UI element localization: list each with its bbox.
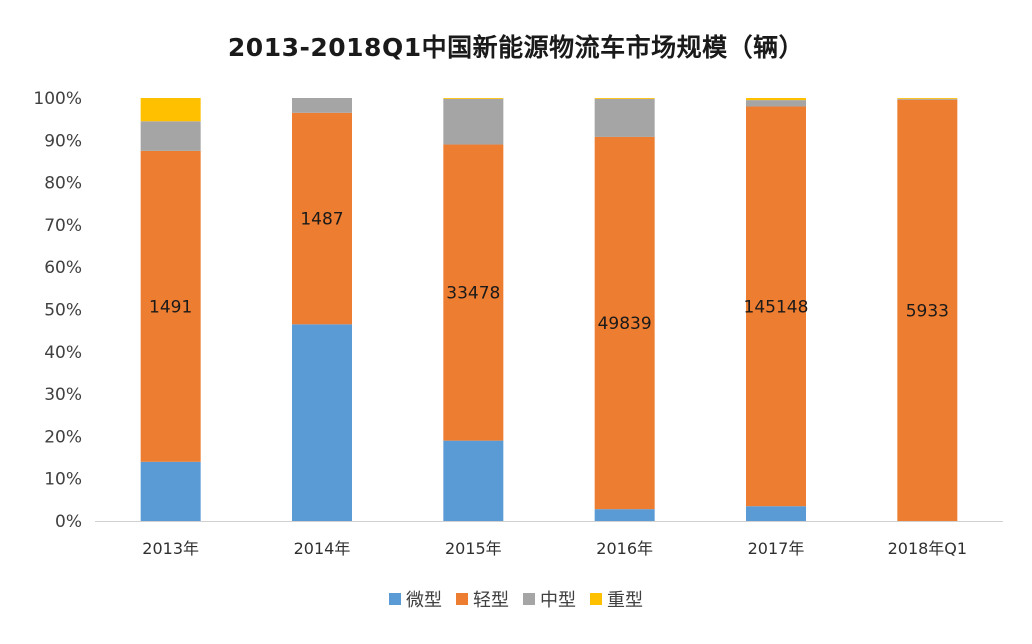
bar-segment-微型 xyxy=(746,506,806,521)
legend-label: 中型 xyxy=(540,590,576,611)
x-tick-label: 2016年 xyxy=(596,539,653,558)
bar-segment-轻型 xyxy=(443,144,504,441)
bar-segment-轻型 xyxy=(746,106,806,507)
y-tick-label: 40% xyxy=(44,343,82,363)
bar-segment-重型 xyxy=(140,98,201,122)
bar-segment-重型 xyxy=(897,98,958,99)
data-label: 1487 xyxy=(300,210,343,230)
data-label: 5933 xyxy=(906,301,949,321)
legend-label: 轻型 xyxy=(473,590,509,611)
y-tick-label: 80% xyxy=(44,174,82,194)
y-tick-label: 70% xyxy=(44,216,82,236)
bar-segment-中型 xyxy=(443,98,504,145)
y-tick-label: 20% xyxy=(44,427,82,447)
y-tick-label: 100% xyxy=(33,89,82,109)
legend-swatch xyxy=(456,593,468,605)
bar-segment-中型 xyxy=(140,121,201,151)
data-label: 33478 xyxy=(446,284,500,304)
legend-label: 重型 xyxy=(607,590,643,611)
legend-item: 重型 xyxy=(590,586,643,612)
legend-swatch xyxy=(590,593,602,605)
bar-segment-微型 xyxy=(443,440,504,521)
data-label: 1491 xyxy=(149,297,192,317)
bar-segment-中型 xyxy=(594,98,655,137)
x-tick-label: 2015年 xyxy=(445,539,502,558)
legend-swatch xyxy=(523,593,535,605)
bar-segment-轻型 xyxy=(897,99,958,521)
bar-segment-重型 xyxy=(746,98,806,101)
y-tick-label: 90% xyxy=(44,131,82,151)
y-tick-label: 10% xyxy=(44,470,82,490)
data-label: 49839 xyxy=(598,314,652,334)
legend-label: 微型 xyxy=(406,590,442,611)
legend: 微型 轻型 中型 重型 xyxy=(0,586,1032,612)
bar-segment-微型 xyxy=(140,461,201,521)
legend-item: 微型 xyxy=(389,586,442,612)
legend-item: 轻型 xyxy=(456,586,509,612)
x-tick-label: 2018年Q1 xyxy=(888,539,968,558)
bar-segment-中型 xyxy=(746,100,806,107)
y-tick-label: 50% xyxy=(44,301,82,321)
y-tick-label: 30% xyxy=(44,385,82,405)
legend-item: 中型 xyxy=(523,586,576,612)
y-tick-label: 0% xyxy=(55,512,82,532)
bar-segment-轻型 xyxy=(140,150,201,462)
y-tick-label: 60% xyxy=(44,258,82,278)
bar-segment-重型 xyxy=(594,98,655,99)
x-tick-label: 2017年 xyxy=(748,539,805,558)
bar-segment-中型 xyxy=(292,98,352,113)
chart-title: 2013-2018Q1中国新能源物流车市场规模（辆） xyxy=(227,33,805,62)
legend-swatch xyxy=(389,593,401,605)
x-tick-label: 2014年 xyxy=(294,539,351,558)
bar-segment-重型 xyxy=(443,98,504,99)
x-tick-label: 2013年 xyxy=(142,539,199,558)
bar-segment-轻型 xyxy=(594,136,655,510)
bar-segment-中型 xyxy=(897,98,958,100)
bar-segment-轻型 xyxy=(292,112,352,325)
bar-segment-微型 xyxy=(292,324,352,521)
bar-segment-微型 xyxy=(594,509,655,521)
data-label: 145148 xyxy=(744,297,809,317)
